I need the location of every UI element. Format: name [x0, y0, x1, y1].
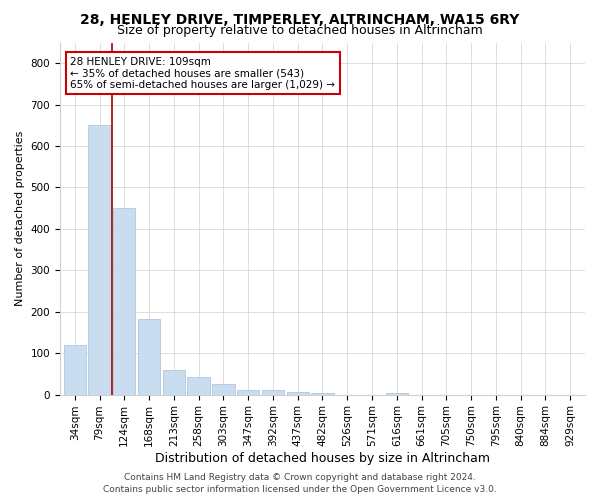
Bar: [187, 377, 210, 394]
Bar: [262, 390, 284, 394]
Text: 28, HENLEY DRIVE, TIMPERLEY, ALTRINCHAM, WA15 6RY: 28, HENLEY DRIVE, TIMPERLEY, ALTRINCHAM,…: [80, 12, 520, 26]
Bar: [64, 345, 86, 395]
X-axis label: Distribution of detached houses by size in Altrincham: Distribution of detached houses by size …: [155, 452, 490, 465]
Bar: [212, 384, 235, 394]
Bar: [237, 390, 259, 394]
Bar: [113, 208, 136, 394]
Bar: [311, 392, 334, 394]
Bar: [287, 392, 309, 394]
Bar: [386, 392, 408, 394]
Bar: [138, 319, 160, 394]
Text: Contains HM Land Registry data © Crown copyright and database right 2024.
Contai: Contains HM Land Registry data © Crown c…: [103, 472, 497, 494]
Y-axis label: Number of detached properties: Number of detached properties: [15, 131, 25, 306]
Text: 28 HENLEY DRIVE: 109sqm
← 35% of detached houses are smaller (543)
65% of semi-d: 28 HENLEY DRIVE: 109sqm ← 35% of detache…: [70, 56, 335, 90]
Text: Size of property relative to detached houses in Altrincham: Size of property relative to detached ho…: [117, 24, 483, 37]
Bar: [88, 126, 110, 394]
Bar: [163, 370, 185, 394]
